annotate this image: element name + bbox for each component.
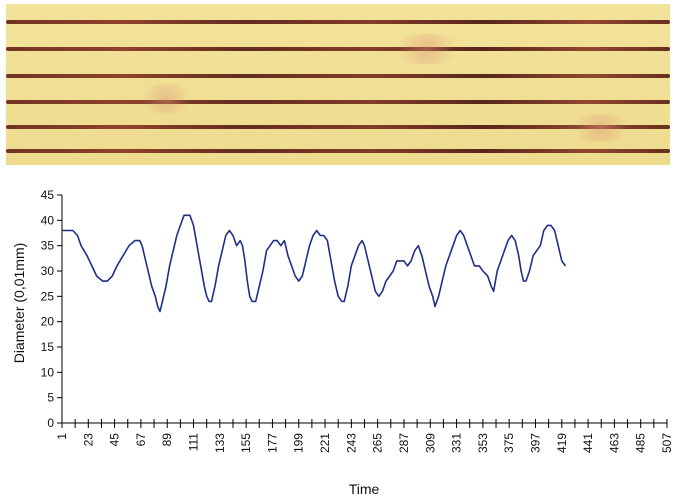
x-tick-label: 353 xyxy=(476,433,490,453)
x-tick-label: 89 xyxy=(160,433,174,447)
y-tick-label: 15 xyxy=(41,340,55,354)
y-tick-label: 45 xyxy=(41,188,55,202)
x-tick-label: 243 xyxy=(344,433,358,453)
fiber-5 xyxy=(6,125,670,129)
y-tick-label: 10 xyxy=(41,365,55,379)
fiber-3 xyxy=(6,74,670,78)
x-tick-label: 419 xyxy=(555,433,569,453)
x-tick-label: 507 xyxy=(660,433,674,453)
y-tick-label: 40 xyxy=(41,213,55,227)
stain-mark xyxy=(566,114,636,142)
x-tick-label: 67 xyxy=(134,433,148,447)
fiber-micrograph xyxy=(6,4,670,165)
x-tick-label: 463 xyxy=(607,433,621,453)
x-tick-label: 155 xyxy=(239,433,253,453)
x-tick-label: 375 xyxy=(502,433,516,453)
y-tick-label: 30 xyxy=(41,264,55,278)
x-tick-label: 177 xyxy=(265,433,279,453)
stain-mark xyxy=(386,34,466,64)
x-tick-label: 23 xyxy=(81,433,95,447)
fiber-2 xyxy=(6,47,670,51)
y-tick-label: 5 xyxy=(47,391,54,405)
x-axis-title: Time xyxy=(349,481,380,497)
series-area xyxy=(62,214,567,313)
x-tick-label: 287 xyxy=(397,433,411,453)
x-tick-label: 331 xyxy=(450,433,464,453)
x-tick-label: 45 xyxy=(108,433,122,447)
fiber-6 xyxy=(6,149,670,153)
y-tick-label: 0 xyxy=(47,416,54,430)
series-line-1 xyxy=(62,214,567,313)
x-tick-label: 133 xyxy=(213,433,227,453)
fiber-1 xyxy=(6,20,670,24)
x-tick-label: 397 xyxy=(528,433,542,453)
x-tick-label: 309 xyxy=(423,433,437,453)
diameter-line-chart: 0 5 10 15 20 25 30 35 40 45 1 23 45 67 89 111 133 155 177… xyxy=(11,188,674,497)
x-tick-label: 265 xyxy=(371,433,385,453)
y-tick-label: 25 xyxy=(41,289,55,303)
x-tick-label: 111 xyxy=(187,433,201,452)
y-tick-label: 35 xyxy=(41,239,55,253)
y-axis-title: Diameter (0,01mm) xyxy=(11,243,27,364)
stain-mark xyxy=(136,84,196,114)
x-tick-label: 441 xyxy=(581,433,595,453)
x-tick-label: 485 xyxy=(634,433,648,453)
y-axis: 0 5 10 15 20 25 30 35 40 45 xyxy=(41,188,63,430)
x-tick-label: 221 xyxy=(318,433,332,453)
y-tick-label: 20 xyxy=(41,315,55,329)
x-axis: 1 23 45 67 89 111 133 155 177 199 221 243 265 287 309 3… xyxy=(55,419,674,453)
x-tick-label: 1 xyxy=(55,433,69,440)
x-tick-label: 199 xyxy=(292,433,306,453)
fiber-4 xyxy=(6,100,670,104)
